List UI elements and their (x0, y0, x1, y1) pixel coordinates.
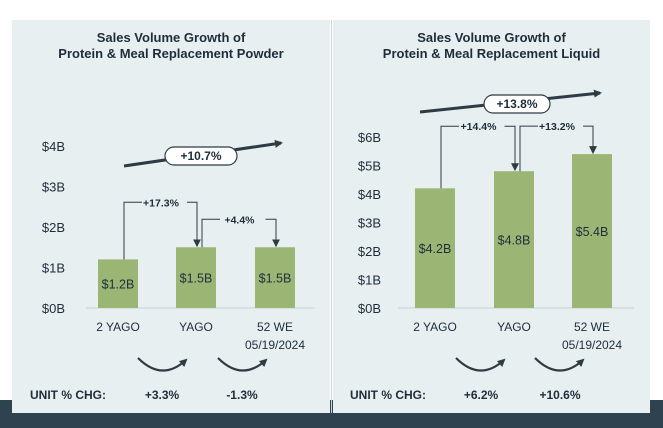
x-tick-label: YAGO (497, 320, 531, 334)
y-tick-label: $2B (358, 244, 381, 259)
change-bracket-arrow (187, 201, 201, 248)
chart-title-line1: Sales Volume Growth of (96, 30, 246, 45)
bar (255, 247, 295, 308)
chart-title-line2: Protein & Meal Replacement Liquid (382, 46, 601, 61)
unit-change-curve-arrow (455, 357, 506, 372)
x-tick-label: 2 YAGO (96, 320, 140, 334)
unit-change-value: +10.6% (539, 388, 580, 402)
change-bracket-arrow (583, 125, 597, 155)
bar-value-label: $4.8B (498, 234, 531, 248)
change-bracket-start (201, 218, 220, 248)
y-tick-label: $0B (42, 301, 65, 316)
change-bracket-start (519, 125, 538, 172)
bar (176, 247, 216, 308)
y-tick-label: $6B (358, 130, 381, 145)
change-bracket-start (440, 125, 459, 189)
bar (98, 259, 138, 308)
unit-change-curve-arrow (534, 357, 585, 372)
period-change-label: +4.4% (224, 214, 255, 226)
bar (572, 154, 612, 308)
y-tick-label: $2B (42, 220, 65, 235)
bar (494, 171, 534, 308)
bar-value-label: $4.2B (419, 242, 452, 256)
unit-change-label: UNIT % CHG: (30, 388, 106, 402)
unit-change-curve-arrow (137, 357, 188, 372)
unit-change-curve-arrow (217, 357, 268, 372)
y-tick-label: $3B (42, 180, 65, 195)
period-change-label: +14.4% (461, 121, 498, 133)
period-change-label: +13.2% (539, 121, 576, 133)
powder-chart-panel: Sales Volume Growth of Protein & Meal Re… (12, 20, 330, 413)
y-tick-label: $3B (358, 216, 381, 231)
bar-value-label: $1.2B (102, 278, 135, 292)
unit-change-value: +6.2% (464, 388, 499, 402)
y-tick-label: $0B (358, 301, 381, 316)
unit-change-value: -1.3% (226, 388, 258, 402)
y-tick-label: $1B (42, 261, 65, 276)
period-change-label: +17.3% (143, 197, 180, 209)
x-tick-label: YAGO (179, 320, 213, 334)
unit-change-value: +3.3% (145, 388, 180, 402)
x-tick-label: 52 WE (257, 320, 293, 334)
bar-value-label: $5.4B (576, 225, 609, 239)
x-tick-sublabel: 05/19/2024 (562, 338, 622, 352)
chart-title-line2: Protein & Meal Replacement Powder (58, 46, 284, 61)
y-tick-label: $4B (358, 187, 381, 202)
x-tick-label: 2 YAGO (413, 320, 457, 334)
bar (415, 188, 455, 308)
overall-change-label: +13.8% (496, 97, 537, 111)
unit-change-label: UNIT % CHG: (350, 388, 426, 402)
bar-value-label: $1.5B (259, 272, 292, 286)
panel-divider (331, 20, 332, 413)
overall-change-pill (483, 94, 551, 114)
change-bracket-arrow (504, 125, 519, 172)
change-bracket-start (123, 201, 142, 260)
y-tick-label: $5B (358, 159, 381, 174)
overall-change-label: +10.7% (180, 149, 221, 163)
bar-value-label: $1.5B (180, 272, 213, 286)
x-tick-label: 52 WE (574, 320, 610, 334)
y-tick-label: $4B (42, 139, 65, 154)
y-tick-label: $1B (358, 273, 381, 288)
chart-title-line1: Sales Volume Growth of (417, 30, 566, 45)
overall-change-pill (164, 146, 238, 166)
change-bracket-arrow (265, 218, 280, 248)
x-tick-sublabel: 05/19/2024 (245, 338, 305, 352)
